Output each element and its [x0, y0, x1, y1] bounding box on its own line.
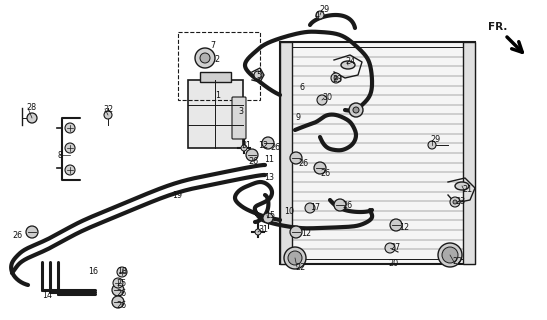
Circle shape — [349, 103, 363, 117]
Text: 12: 12 — [399, 222, 409, 231]
Bar — [280, 42, 292, 264]
Text: 19: 19 — [172, 190, 182, 199]
Text: 7: 7 — [210, 41, 215, 50]
Circle shape — [442, 247, 458, 263]
Circle shape — [195, 48, 215, 68]
Bar — [280, 42, 475, 264]
Text: 2: 2 — [214, 55, 219, 65]
Text: 9: 9 — [295, 114, 300, 123]
Bar — [188, 80, 243, 148]
Circle shape — [385, 243, 395, 253]
Circle shape — [453, 200, 457, 204]
Text: 1: 1 — [215, 91, 220, 100]
Circle shape — [26, 226, 38, 238]
Circle shape — [246, 149, 258, 161]
Text: 22: 22 — [295, 262, 305, 271]
Text: 26: 26 — [12, 230, 22, 239]
Circle shape — [104, 111, 112, 119]
Text: 14: 14 — [42, 292, 52, 300]
Bar — [200, 72, 231, 82]
Text: 24: 24 — [345, 58, 355, 67]
Circle shape — [262, 137, 274, 149]
Text: 5: 5 — [256, 70, 261, 79]
Text: 26: 26 — [248, 157, 258, 166]
Text: 18: 18 — [117, 267, 127, 276]
Text: 30: 30 — [322, 93, 332, 102]
Text: 13: 13 — [264, 173, 274, 182]
Text: 26: 26 — [320, 169, 330, 178]
Circle shape — [353, 107, 359, 113]
Text: FR.: FR. — [488, 22, 508, 32]
Text: 26: 26 — [270, 143, 280, 153]
Circle shape — [290, 226, 302, 238]
Circle shape — [428, 141, 436, 149]
Circle shape — [255, 229, 261, 235]
Text: 12: 12 — [301, 229, 311, 238]
Text: 23: 23 — [332, 76, 342, 84]
Bar — [178, 32, 260, 100]
Text: 20: 20 — [388, 260, 398, 268]
Text: 28: 28 — [26, 103, 36, 113]
Circle shape — [65, 123, 75, 133]
Text: 17: 17 — [310, 204, 320, 212]
Circle shape — [65, 165, 75, 175]
Circle shape — [117, 267, 127, 277]
Circle shape — [334, 199, 346, 211]
Text: 3: 3 — [238, 108, 243, 116]
Bar — [463, 42, 475, 264]
Text: 26: 26 — [298, 158, 308, 167]
Circle shape — [317, 95, 327, 105]
Text: 29: 29 — [430, 135, 440, 145]
Circle shape — [113, 278, 123, 288]
Circle shape — [284, 247, 306, 269]
Circle shape — [290, 152, 302, 164]
Circle shape — [241, 145, 247, 151]
Circle shape — [450, 197, 460, 207]
Text: 11: 11 — [264, 156, 274, 164]
Circle shape — [316, 11, 324, 19]
Circle shape — [254, 71, 262, 79]
Circle shape — [331, 73, 341, 83]
Text: 15: 15 — [265, 211, 275, 220]
Circle shape — [263, 213, 273, 223]
Circle shape — [65, 143, 75, 153]
Ellipse shape — [341, 61, 355, 69]
FancyBboxPatch shape — [232, 97, 246, 139]
Circle shape — [314, 162, 326, 174]
Circle shape — [27, 113, 37, 123]
Bar — [285, 47, 470, 259]
Text: 32: 32 — [103, 105, 113, 114]
Text: 8: 8 — [58, 150, 63, 159]
Circle shape — [112, 296, 124, 308]
Circle shape — [305, 203, 315, 213]
Circle shape — [200, 53, 210, 63]
Text: 26: 26 — [116, 289, 126, 298]
Text: 25: 25 — [116, 278, 126, 287]
Text: 27: 27 — [390, 244, 400, 252]
Text: 23: 23 — [455, 197, 465, 206]
Text: 22: 22 — [452, 258, 462, 267]
Text: 26: 26 — [342, 202, 352, 211]
Text: 31: 31 — [258, 226, 268, 235]
Text: 4: 4 — [315, 11, 320, 20]
Circle shape — [390, 219, 402, 231]
Circle shape — [334, 76, 338, 80]
Ellipse shape — [455, 182, 469, 190]
Text: 10: 10 — [284, 207, 294, 217]
Text: 31: 31 — [241, 140, 251, 149]
Circle shape — [112, 284, 124, 296]
Circle shape — [438, 243, 462, 267]
Text: 16: 16 — [88, 267, 98, 276]
Text: 29: 29 — [319, 5, 329, 14]
Text: 6: 6 — [300, 84, 305, 92]
Text: 26: 26 — [116, 300, 126, 309]
Text: 12: 12 — [258, 140, 268, 149]
Circle shape — [288, 251, 302, 265]
Text: 21: 21 — [462, 186, 472, 195]
